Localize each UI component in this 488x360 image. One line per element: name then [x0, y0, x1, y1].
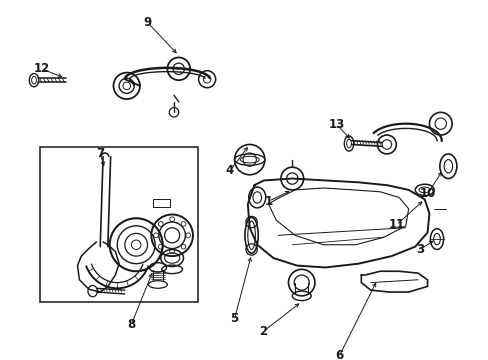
- Text: 9: 9: [143, 16, 151, 29]
- Text: 3: 3: [415, 243, 423, 256]
- Text: 12: 12: [33, 62, 50, 75]
- Text: 6: 6: [335, 349, 343, 360]
- Bar: [153, 199, 170, 207]
- Text: 11: 11: [387, 219, 404, 231]
- Bar: [40, 147, 197, 302]
- Text: 2: 2: [258, 325, 266, 338]
- Text: 8: 8: [127, 318, 135, 331]
- Text: 5: 5: [230, 312, 238, 325]
- Text: 1: 1: [264, 195, 272, 208]
- Text: 13: 13: [328, 118, 344, 131]
- Text: 7: 7: [96, 148, 104, 161]
- Text: 10: 10: [419, 187, 435, 200]
- Text: 4: 4: [225, 165, 233, 177]
